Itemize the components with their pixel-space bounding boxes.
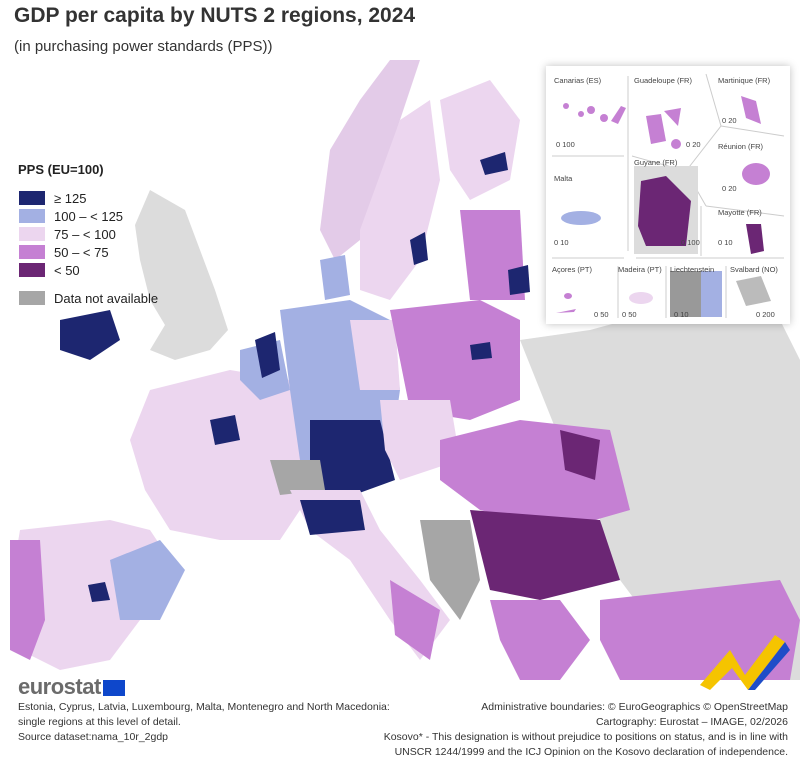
finland xyxy=(440,80,520,200)
east-germany xyxy=(350,320,400,390)
inset-label: Açores (PT) xyxy=(552,265,593,274)
inset-label: Svalbard (NO) xyxy=(730,265,778,274)
eurostat-logo: eurostat xyxy=(18,674,125,700)
stockholm xyxy=(410,232,428,265)
legend-item: < 50 xyxy=(18,261,158,279)
legend-title: PPS (EU=100) xyxy=(18,162,104,177)
source-dataset: Source dataset:nama_10r_2gdp xyxy=(18,731,169,743)
poland xyxy=(390,300,520,420)
balkans-na xyxy=(420,520,480,620)
vilnius xyxy=(508,265,530,295)
denmark xyxy=(320,255,350,300)
norway-land xyxy=(320,60,420,260)
legend-label: 75 – < 100 xyxy=(54,226,116,242)
hungary-romania xyxy=(440,420,630,530)
inset-label: Malta xyxy=(554,174,573,183)
inset-scale: 0 100 xyxy=(681,238,700,247)
inset-scale: 0 50 xyxy=(594,310,609,319)
inset-label: Guyane (FR) xyxy=(634,158,678,167)
legend-item: 100 – < 125 xyxy=(18,207,158,225)
inset-scale: 0 20 xyxy=(686,140,701,149)
boundaries-credit: Administrative boundaries: © EuroGeograp… xyxy=(481,701,788,713)
madrid xyxy=(88,582,110,602)
inset-panel: Canarias (ES) 0 100 Guadeloupe (FR) 0 20… xyxy=(546,66,790,324)
footer-note: single regions at this level of detail. xyxy=(18,716,181,728)
legend-item-na: Data not available xyxy=(18,289,158,307)
inset-scale: 0 20 xyxy=(722,184,737,193)
inset-shapes xyxy=(552,73,785,318)
legend-label: 100 – < 125 xyxy=(54,208,124,224)
paris xyxy=(210,415,240,445)
inset-scale: 0 50 xyxy=(622,310,637,319)
legend-label: Data not available xyxy=(54,290,159,306)
romania-ne xyxy=(560,430,600,480)
eurostat-chevron-icon xyxy=(700,635,790,690)
footer-credits: Administrative boundaries: © EuroGeograp… xyxy=(384,700,788,760)
spain-east xyxy=(110,540,185,620)
france xyxy=(130,370,300,540)
ireland xyxy=(60,310,120,360)
south-germany xyxy=(310,420,395,500)
inset-scale: 0 10 xyxy=(718,238,733,247)
legend-label: < 50 xyxy=(54,262,80,278)
greece xyxy=(490,600,590,680)
footer-notes: Estonia, Cyprus, Latvia, Luxembourg, Mal… xyxy=(18,700,390,745)
inset-label: Guadeloupe (FR) xyxy=(634,76,692,85)
legend-label: 50 – < 75 xyxy=(54,244,109,260)
inset-label: Mayotte (FR) xyxy=(718,208,762,217)
bulgaria-serbia xyxy=(470,510,620,600)
cartography-credit: Cartography: Eurostat – IMAGE, 02/2026 xyxy=(595,716,788,728)
north-italy xyxy=(300,500,365,535)
legend-item: ≥ 125 xyxy=(18,189,158,207)
portugal xyxy=(10,540,45,660)
inset-label: Canarias (ES) xyxy=(554,76,602,85)
kosovo-note: Kosovo* - This designation is without pr… xyxy=(383,731,788,743)
inset-scale: 0 100 xyxy=(556,140,575,149)
eu-flag-icon xyxy=(102,680,125,697)
inset-label: Madeira (PT) xyxy=(618,265,662,274)
logo-text: eurostat xyxy=(18,674,101,699)
inset-label: Liechtenstein xyxy=(670,265,715,274)
page-title: GDP per capita by NUTS 2 regions, 2024 xyxy=(14,4,416,27)
legend-swatch xyxy=(18,190,46,206)
legend: PPS (EU=100) ≥ 125 100 – < 125 75 – < 10… xyxy=(18,162,158,307)
inset-label: Martinique (FR) xyxy=(718,76,771,85)
inset-scale: 0 20 xyxy=(722,116,737,125)
page-subtitle: (in purchasing power standards (PPS)) xyxy=(14,38,273,55)
legend-item: 75 – < 100 xyxy=(18,225,158,243)
east-land xyxy=(520,300,800,680)
legend-swatch xyxy=(18,208,46,224)
inset-scale: 0 10 xyxy=(674,310,689,319)
legend-swatch xyxy=(18,262,46,278)
inset-scale: 0 10 xyxy=(554,238,569,247)
uk-land xyxy=(135,190,228,360)
netherlands-core xyxy=(255,332,280,378)
turkey xyxy=(600,580,800,680)
switzerland xyxy=(270,460,325,495)
legend-swatch xyxy=(18,244,46,260)
helsinki xyxy=(480,152,508,175)
inset-scale: 0 200 xyxy=(756,310,775,319)
south-italy xyxy=(390,580,440,660)
warsaw xyxy=(470,342,492,360)
europe-map xyxy=(10,60,800,680)
legend-swatch xyxy=(18,226,46,242)
legend-label: ≥ 125 xyxy=(54,190,87,206)
inset-label: Réunion (FR) xyxy=(718,142,764,151)
footer-note: Estonia, Cyprus, Latvia, Luxembourg, Mal… xyxy=(18,701,390,713)
legend-swatch xyxy=(18,290,46,306)
kosovo-note: UNSCR 1244/1999 and the ICJ Opinion on t… xyxy=(394,746,788,758)
legend-item: 50 – < 75 xyxy=(18,243,158,261)
